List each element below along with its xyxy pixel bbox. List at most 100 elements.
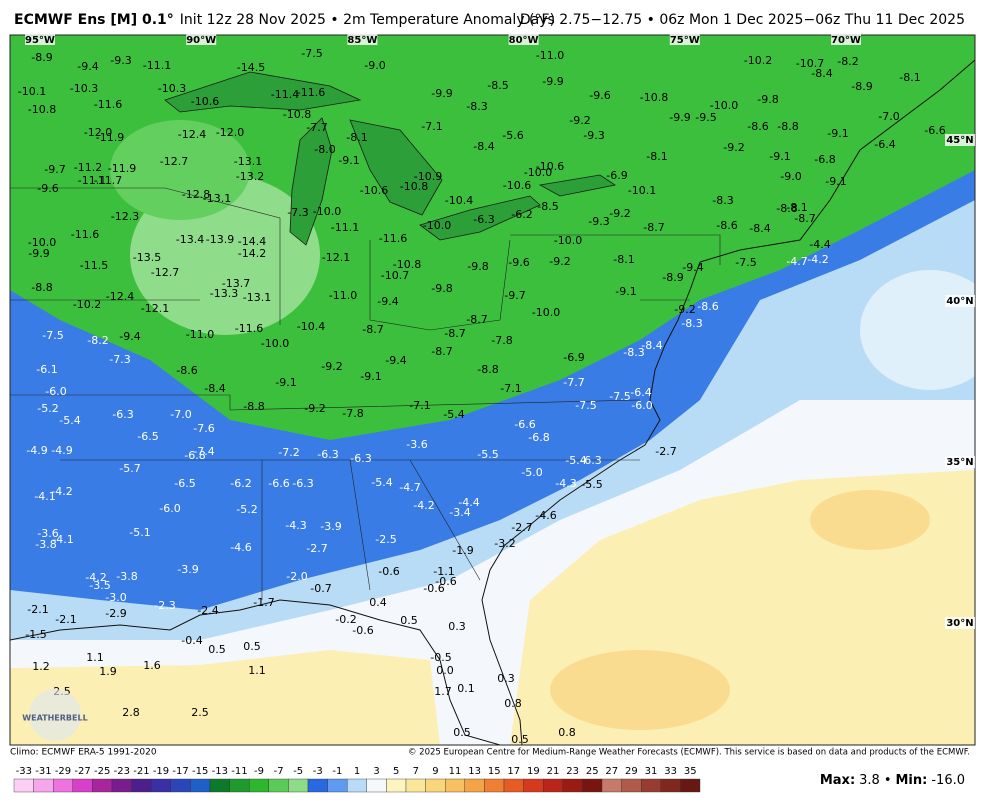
anomaly-label: -2.7 [306,542,327,555]
anomaly-field [10,35,975,440]
anomaly-label: -8.7 [362,323,383,336]
colorbar-swatch [601,778,622,793]
colorbar-swatch [543,778,564,793]
state-border [369,239,511,331]
colorbar-tick-label: -13 [212,766,228,777]
label-box [945,456,975,468]
anomaly-label: -11.4 [271,88,299,101]
anomaly-label: 0.8 [558,726,576,739]
colorbar-tick-label: 31 [645,766,658,777]
anomaly-label: -10.0 [710,99,738,112]
anomaly-label: -1.7 [253,596,274,609]
anomaly-label: -8.8 [31,281,52,294]
anomaly-label: -9.3 [583,129,604,142]
anomaly-label: -4.2 [413,499,434,512]
anomaly-label: -4.9 [26,444,47,457]
anomaly-label: -10.0 [261,337,289,350]
anomaly-label: -8.1 [646,150,667,163]
label-box [831,34,861,45]
anomaly-label: 1.2 [32,660,50,673]
anomaly-label: -4.9 [51,444,72,457]
anomaly-label: -9.1 [825,175,846,188]
anomaly-label: -0.6 [435,575,456,588]
colorbar-swatch [92,778,113,793]
lat-label: 35°N [946,457,973,468]
anomaly-label: -9.8 [467,260,488,273]
anomaly-label: -10.6 [191,95,219,108]
anomaly-label: -9.2 [723,141,744,154]
anomaly-label: -4.2 [807,253,828,266]
anomaly-label: -6.4 [630,386,651,399]
anomaly-label: -9.9 [669,111,690,124]
anomaly-label: -9.1 [275,376,296,389]
anomaly-label: -6.3 [317,448,338,461]
anomaly-label: -2.9 [105,607,126,620]
state-border [349,459,371,591]
colorbar-tick-label: 19 [527,766,540,777]
anomaly-label: -7.0 [170,408,191,421]
anomaly-label: -4.4 [809,238,830,251]
anomaly-label: -10.8 [393,258,421,271]
lake [538,174,617,197]
colorbar-tick-label: 7 [413,766,419,777]
anomaly-label: -9.3 [110,54,131,67]
header: ECMWF Ens [M] 0.1° Init 12z 28 Nov 2025 •… [14,12,555,28]
anomaly-label: -8.6 [176,364,197,377]
anomaly-label: 1.7 [434,685,452,698]
anomaly-label: -6.0 [45,385,66,398]
anomaly-label: -10.7 [381,269,409,282]
anomaly-label: 1.6 [143,659,161,672]
anomaly-label: -11.6 [71,228,99,241]
colorbar-tick-label: -17 [172,766,188,777]
anomaly-label: -6.5 [174,477,195,490]
anomaly-label: -13.2 [236,170,264,183]
anomaly-label: -10.9 [414,170,442,183]
anomaly-label: -0.4 [181,634,202,647]
lat-label: 45°N [946,135,973,146]
anomaly-label: 0.5 [243,640,261,653]
anomaly-label: -10.8 [640,91,668,104]
anomaly-label: -8.8 [477,363,498,376]
colorbar-swatch [660,778,681,793]
anomaly-label: -14.5 [237,61,265,74]
colorbar-swatch [503,778,524,793]
anomaly-label: -11.1 [331,221,359,234]
anomaly-label: -12.4 [178,128,206,141]
anomaly-label: -9.2 [609,207,630,220]
anomaly-label: -5.6 [502,129,523,142]
anomaly-label: -9.9 [28,247,49,260]
anomaly-label: -0.7 [310,582,331,595]
anomaly-label: -6.6 [514,418,535,431]
anomaly-label: -4.3 [555,477,576,490]
colorbar-swatch [170,778,191,793]
colorbar-swatch [209,778,230,793]
anomaly-label: -7.5 [609,390,630,403]
anomaly-label: -3.6 [37,527,58,540]
title: Init 12z 28 Nov 2025 • 2m Temperature An… [180,12,555,28]
anomaly-label: -2.7 [511,521,532,534]
anomaly-label: -9.1 [769,150,790,163]
colorbar-swatch [13,778,34,793]
anomaly-label: -3.9 [320,520,341,533]
anomaly-label: -8.9 [851,80,872,93]
anomaly-label: -8.3 [623,346,644,359]
colorbar-swatch [288,778,309,793]
colorbar-tick-label: 15 [488,766,501,777]
anomaly-label: -8.8 [243,400,264,413]
lon-label: 70°W [831,35,861,46]
anomaly-label: -11.7 [94,174,122,187]
anomaly-label: -7.8 [491,334,512,347]
colorbar-swatch [366,778,387,793]
colorbar-tick-label: 13 [468,766,481,777]
anomaly-label: 0.5 [511,733,529,746]
anomaly-label: -0.6 [352,624,373,637]
anomaly-label: -6.3 [580,454,601,467]
anomaly-label: -5.4 [565,454,586,467]
anomaly-label: -6.3 [292,477,313,490]
anomaly-label: -11.6 [379,232,407,245]
anomaly-label: -6.3 [112,408,133,421]
anomaly-label: -13.5 [133,251,161,264]
anomaly-label: -9.1 [615,285,636,298]
anomaly-label: -8.7 [794,212,815,225]
anomaly-label: -9.7 [44,163,65,176]
